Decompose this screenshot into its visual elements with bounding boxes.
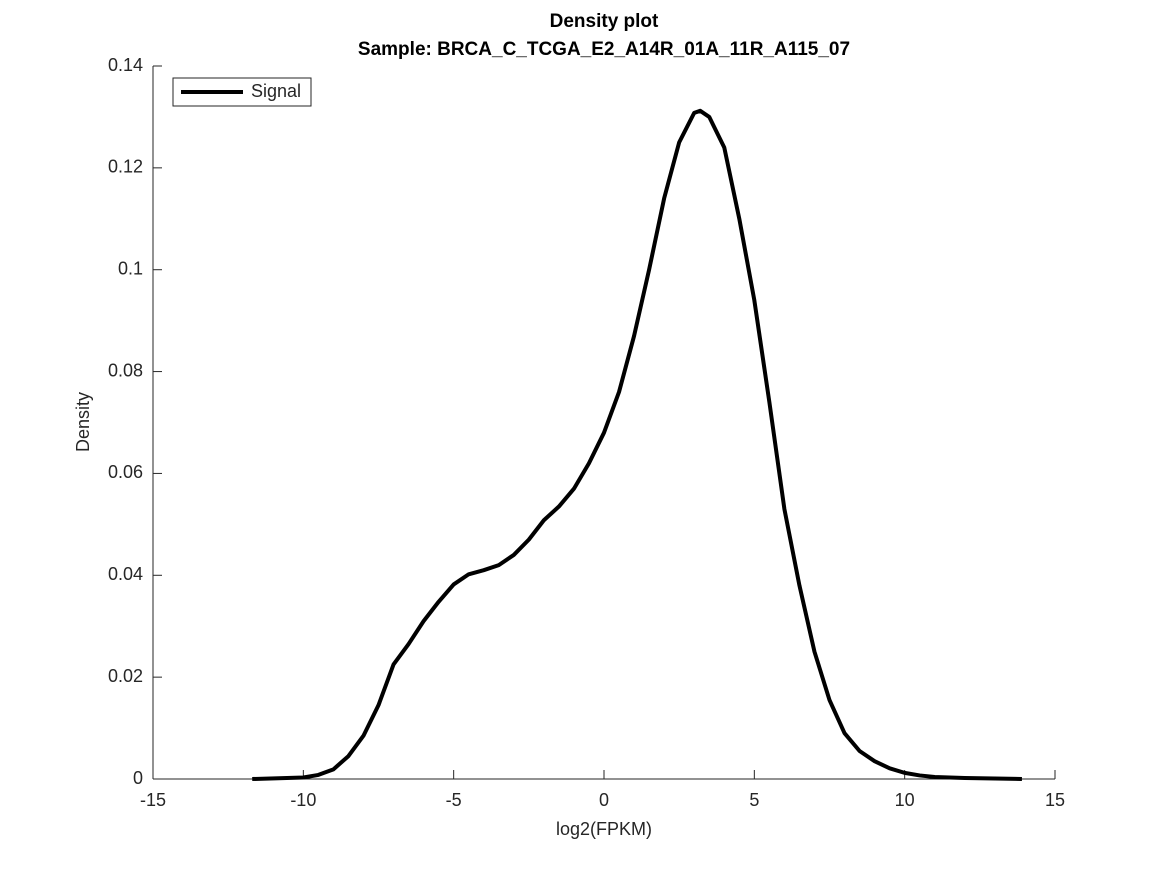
x-tick-label: 5 [749, 790, 759, 810]
x-tick-label: 15 [1045, 790, 1065, 810]
x-axis-label: log2(FPKM) [556, 819, 652, 839]
y-tick-label: 0 [133, 768, 143, 788]
line [252, 108, 1022, 781]
x-tick-label: -10 [290, 790, 316, 810]
y-tick-label: 0.06 [108, 462, 143, 482]
x-tick-label: -15 [140, 790, 166, 810]
y-tick-label: 0.02 [108, 666, 143, 686]
y-tick-label: 0.1 [118, 258, 143, 278]
y-tick-label: 0.12 [108, 157, 143, 177]
y-tick-label: 0.14 [108, 55, 143, 75]
y-tick-label: 0.08 [108, 360, 143, 380]
chart-subtitle: Sample: BRCA_C_TCGA_E2_A14R_01A_11R_A115… [358, 39, 850, 60]
y-axis-label: Density [73, 392, 93, 452]
chart-title: Density plot [550, 11, 659, 32]
x-tick-label: -5 [446, 790, 462, 810]
x-tick-label: 10 [895, 790, 915, 810]
y-tick-label: 0.04 [108, 564, 143, 584]
legend-label: Signal [251, 81, 301, 101]
x-tick-label: 0 [599, 790, 609, 810]
